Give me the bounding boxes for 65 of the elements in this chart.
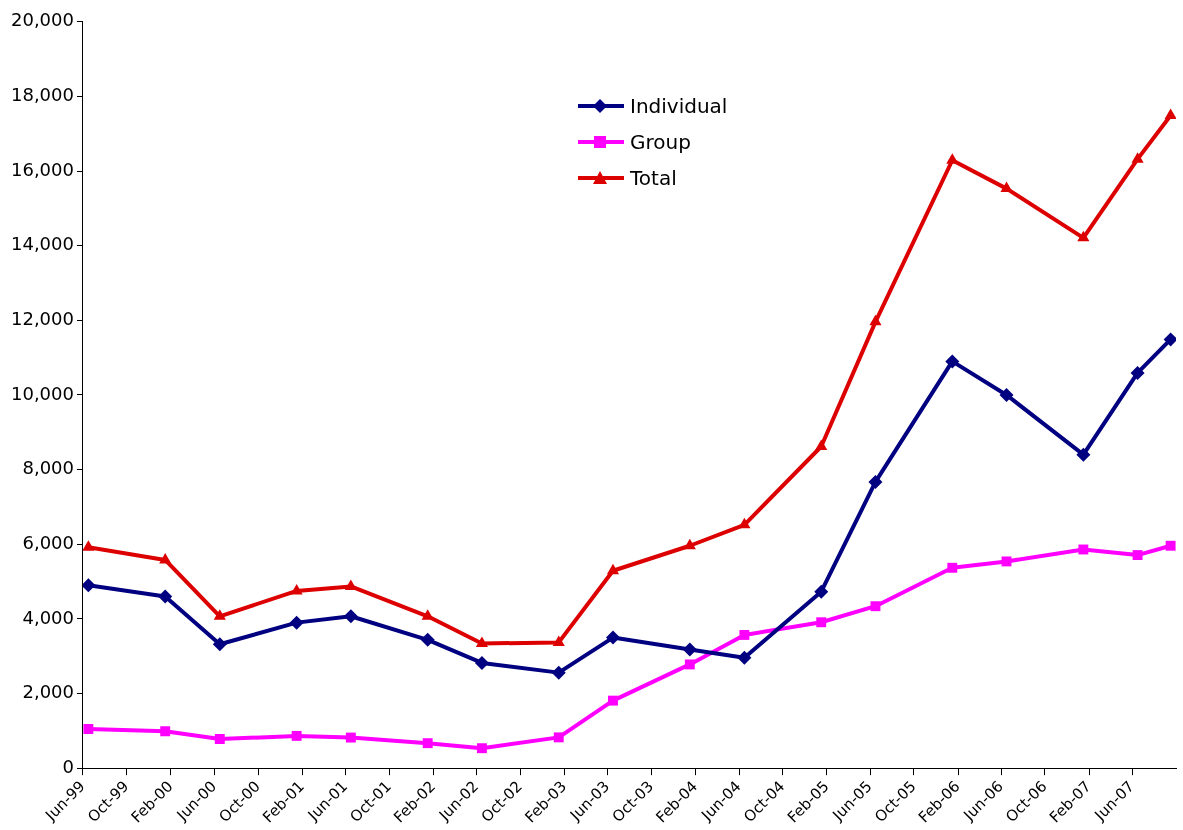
- point: [343, 609, 358, 624]
- point: [608, 695, 618, 706]
- point: [420, 632, 435, 647]
- point: [82, 578, 96, 593]
- point: [606, 563, 620, 575]
- point: [1165, 540, 1176, 551]
- point: [159, 552, 172, 564]
- y-tick-label: 14,000: [11, 233, 74, 255]
- point: [475, 636, 488, 648]
- y-tick-label: 8,000: [22, 457, 74, 479]
- point: [553, 732, 564, 743]
- point: [999, 387, 1014, 402]
- point: [1130, 365, 1145, 380]
- point: [605, 630, 620, 645]
- y-tick-label: 4,000: [22, 606, 74, 628]
- point: [289, 615, 304, 630]
- y-tick-label: 10,000: [11, 382, 74, 404]
- point: [345, 732, 356, 743]
- y-tick-label: 18,000: [11, 84, 74, 106]
- point: [947, 562, 958, 573]
- point: [945, 354, 960, 369]
- point: [1078, 544, 1089, 555]
- point: [682, 642, 697, 657]
- legend-label: Individual: [630, 94, 728, 118]
- y-tick-label: 0: [62, 755, 74, 777]
- point: [551, 665, 566, 680]
- point: [82, 540, 95, 551]
- point: [160, 726, 171, 737]
- point: [683, 538, 696, 550]
- point: [476, 743, 487, 754]
- y-tick-label: 20,000: [11, 9, 74, 31]
- point: [869, 314, 882, 326]
- point: [158, 589, 173, 604]
- y-tick-label: 2,000: [22, 681, 74, 703]
- point: [291, 730, 302, 741]
- legend-label: Total: [630, 166, 677, 190]
- y-tick-label: 6,000: [22, 531, 74, 553]
- point: [816, 617, 827, 628]
- point: [552, 635, 565, 646]
- point: [214, 734, 225, 745]
- point: [422, 738, 433, 749]
- point: [814, 584, 829, 599]
- point: [1000, 181, 1013, 193]
- point: [1077, 230, 1090, 242]
- point: [212, 637, 227, 652]
- point: [739, 629, 750, 640]
- point: [738, 517, 751, 529]
- point: [1001, 556, 1012, 567]
- y-tick-label: 16,000: [11, 158, 74, 180]
- legend-label: Group: [630, 130, 691, 154]
- point: [737, 650, 752, 665]
- y-tick-label: 12,000: [11, 308, 74, 330]
- point: [868, 474, 883, 489]
- point: [1076, 447, 1091, 462]
- point: [1131, 152, 1144, 163]
- point: [290, 583, 303, 595]
- point: [684, 659, 695, 670]
- point: [213, 609, 226, 620]
- point: [1163, 332, 1176, 347]
- point: [83, 724, 94, 734]
- point: [815, 439, 828, 450]
- point: [1164, 108, 1176, 119]
- point: [870, 601, 881, 612]
- point: [1132, 550, 1143, 561]
- point: [474, 655, 489, 670]
